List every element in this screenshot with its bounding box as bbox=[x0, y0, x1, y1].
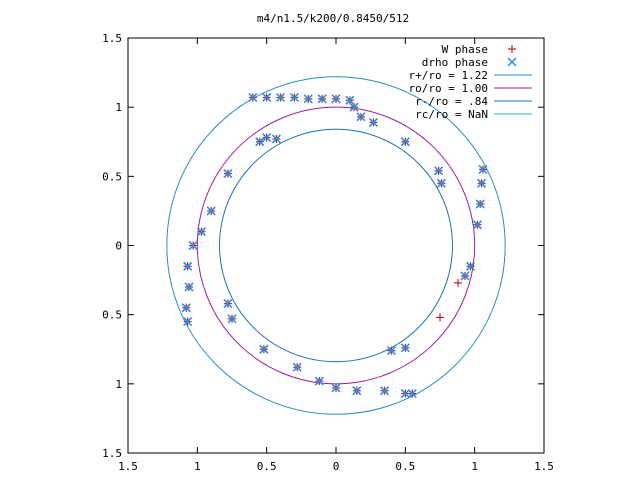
legend-label-r-plus: r+/ro = 1.22 bbox=[409, 69, 488, 82]
drho-phase-point bbox=[181, 303, 191, 313]
drho-phase-point bbox=[248, 92, 258, 103]
drho-phase-point bbox=[368, 117, 379, 127]
drho-phase-point bbox=[188, 240, 198, 251]
drho-phase-point bbox=[352, 386, 362, 396]
drho-phase-point bbox=[356, 112, 366, 122]
drho-phase-point bbox=[262, 133, 272, 143]
circle-r-minus bbox=[219, 128, 453, 363]
drho-phase-point bbox=[475, 199, 485, 209]
legend-label-r-minus: r-/ro = .84 bbox=[415, 95, 488, 108]
tick-layer: 1.5 1 0.5 0 0.5 1 1.51.510.500.511.5 bbox=[102, 32, 554, 473]
drho-phase-point bbox=[465, 261, 476, 271]
x-tick-label: 0 bbox=[333, 460, 340, 473]
drho-phase-point bbox=[206, 206, 216, 216]
x-tick-label: 0.5 bbox=[395, 460, 415, 473]
x-tick-label: 0.5 bbox=[257, 460, 277, 473]
drho-phase-point bbox=[477, 178, 487, 188]
series-layer bbox=[181, 92, 488, 399]
drho-phase-point bbox=[400, 388, 410, 399]
y-tick-label: 1 bbox=[115, 378, 122, 391]
drho-phase-point bbox=[434, 166, 444, 176]
drho-phase-point bbox=[314, 376, 324, 386]
drho-phase-point bbox=[317, 94, 327, 104]
circle-r-plus bbox=[166, 76, 506, 415]
legend-marker-drho-phase bbox=[507, 57, 517, 67]
legend-label-drho-phase: drho phase bbox=[422, 56, 488, 69]
drho-phase-point bbox=[184, 282, 194, 292]
drho-phase-point bbox=[196, 227, 207, 237]
drho-phase-point bbox=[259, 344, 269, 354]
drho-phase-point bbox=[460, 271, 470, 281]
circle-layer bbox=[166, 76, 506, 415]
drho-phase-point bbox=[183, 261, 193, 271]
drho-phase-point bbox=[275, 92, 286, 103]
drho-phase-point bbox=[407, 388, 417, 399]
x-tick-label: 1.5 bbox=[534, 460, 554, 473]
drho-phase-point bbox=[289, 92, 299, 103]
x-tick-label: 1.5 bbox=[118, 460, 138, 473]
y-tick-label: 1 bbox=[115, 101, 122, 114]
drho-phase-point bbox=[303, 94, 313, 104]
drho-phase-point bbox=[400, 343, 410, 353]
circle-r-o bbox=[196, 106, 476, 385]
drho-phase-point bbox=[331, 383, 341, 393]
legend-marker-w-phase bbox=[508, 45, 516, 53]
drho-phase-point bbox=[183, 317, 193, 327]
drho-phase-point bbox=[262, 92, 272, 103]
drho-phase-point bbox=[478, 164, 488, 174]
drho-phase-point bbox=[386, 346, 397, 356]
y-tick-label: 0 bbox=[115, 240, 122, 253]
legend-label-r-c: rc/ro = NaN bbox=[415, 108, 488, 121]
y-tick-label: 0.5 bbox=[102, 309, 122, 322]
y-tick-label: 1.5 bbox=[102, 32, 122, 45]
drho-phase-point bbox=[331, 94, 341, 104]
drho-phase-point bbox=[436, 178, 446, 188]
drho-phase-point bbox=[292, 362, 302, 372]
drho-phase-point bbox=[379, 386, 390, 396]
x-tick-label: 1 bbox=[194, 460, 201, 473]
y-tick-label: 0.5 bbox=[102, 170, 122, 183]
drho-phase-point bbox=[223, 299, 233, 309]
drho-phase-point bbox=[255, 137, 265, 147]
chart-title: m4/n1.5/k200/0.8450/512 bbox=[257, 12, 409, 25]
drho-phase-point bbox=[472, 220, 483, 230]
legend-label-r-o: ro/ro = 1.00 bbox=[409, 82, 488, 95]
drho-phase-point bbox=[271, 134, 281, 144]
drho-phase-point bbox=[223, 169, 233, 179]
w-phase-point bbox=[454, 278, 463, 287]
w-phase-point bbox=[436, 313, 444, 322]
x-tick-label: 1 bbox=[471, 460, 478, 473]
legend-label-w-phase: W phase bbox=[442, 43, 488, 56]
drho-phase-point bbox=[349, 102, 359, 112]
drho-phase-point bbox=[345, 95, 355, 105]
drho-phase-point bbox=[227, 314, 237, 324]
drho-phase-point bbox=[400, 137, 410, 147]
y-tick-label: 1.5 bbox=[102, 447, 122, 460]
